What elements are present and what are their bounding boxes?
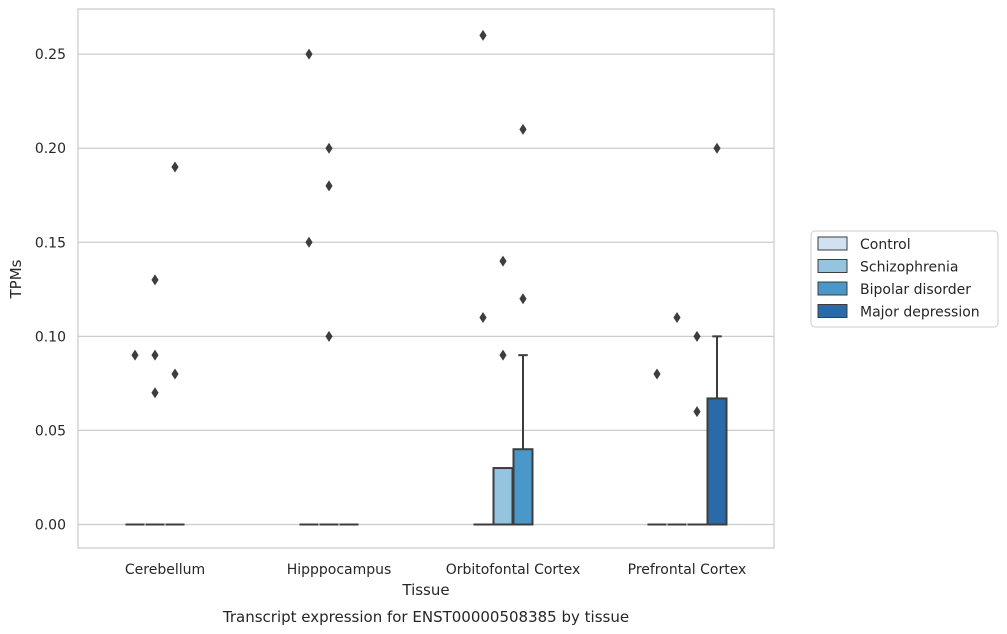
- legend-swatch: [817, 236, 848, 251]
- legend-frame: [810, 230, 999, 328]
- y-tick-label: 0.20: [35, 141, 66, 157]
- boxes: [125, 335, 728, 526]
- legend-label: Major depression: [860, 305, 980, 321]
- outlier-point: [171, 368, 179, 380]
- x-tick-label: Cerebellum: [125, 562, 205, 578]
- outlier-point: [171, 161, 179, 173]
- outlier-point: [653, 368, 661, 380]
- gridlines: [78, 53, 774, 526]
- outlier-point: [325, 142, 333, 154]
- outlier-point: [305, 236, 313, 248]
- legend: Control Schizophrenia Bipolar disorder Majo…: [810, 230, 999, 328]
- outlier-point: [325, 330, 333, 342]
- outlier-point: [131, 349, 139, 361]
- legend-swatch: [817, 304, 848, 318]
- outlier-point: [151, 274, 159, 286]
- x-tick-label: Prefrontal Cortex: [628, 562, 747, 578]
- y-tick-label: 0.10: [35, 329, 66, 345]
- y-tick-label: 0.05: [35, 423, 66, 439]
- outlier-point: [151, 349, 159, 361]
- outlier-point: [499, 349, 507, 361]
- x-tick-label: Orbitofontal Cortex: [446, 562, 581, 578]
- outlier-point: [673, 312, 681, 324]
- outlier-point: [693, 330, 701, 342]
- outlier-point: [693, 406, 701, 418]
- outlier-point: [325, 180, 333, 192]
- outlier-point: [499, 255, 507, 267]
- box: [512, 448, 534, 526]
- y-axis-title: TPMs: [7, 259, 25, 299]
- y-tick-label: 0.15: [35, 235, 66, 251]
- outlier-point: [519, 123, 527, 135]
- chart-caption: Transcript expression for ENST0000050838…: [222, 608, 629, 626]
- legend-swatch: [817, 259, 848, 273]
- y-tick-label: 0.00: [35, 517, 66, 533]
- outlier-point: [479, 312, 487, 324]
- outlier-point: [713, 142, 721, 154]
- legend-swatch: [817, 281, 848, 296]
- x-axis: Cerebellum Hipppocampus Orbitofontal Corte…: [125, 562, 746, 578]
- x-tick-label: Hipppocampus: [287, 562, 392, 578]
- outlier-point: [151, 387, 159, 399]
- box: [492, 467, 514, 526]
- y-axis: 0.00 0.05 0.10 0.15 0.20 0.25: [35, 47, 66, 533]
- outlier-point: [519, 293, 527, 305]
- plot-frame: [77, 8, 775, 549]
- box: [706, 397, 728, 526]
- outlier-point: [305, 48, 313, 60]
- legend-label: Control: [860, 237, 911, 253]
- x-axis-title: Tissue: [401, 581, 449, 599]
- y-tick-label: 0.25: [35, 47, 66, 63]
- legend-label: Schizophrenia: [860, 260, 958, 276]
- legend-label: Bipolar disorder: [860, 282, 971, 298]
- outlier-point: [479, 29, 487, 41]
- outliers: [131, 29, 721, 418]
